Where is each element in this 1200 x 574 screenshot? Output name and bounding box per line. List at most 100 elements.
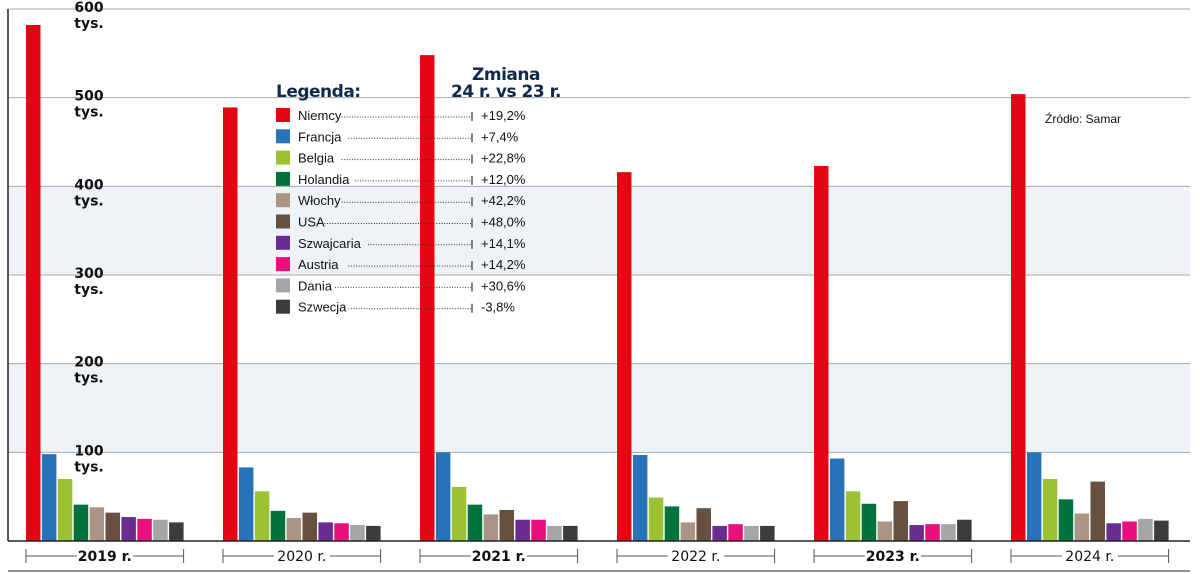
grid-band: [8, 363, 1190, 453]
legend-change: +12,0%: [481, 172, 526, 187]
bar-usa-5: [893, 501, 908, 541]
category-label: 2022 r.: [671, 549, 720, 565]
bar-francja-5: [829, 458, 845, 541]
bar-belgia-3: [451, 486, 467, 541]
bar-włochy-1: [89, 507, 105, 541]
y-tick-unit: tys.: [74, 193, 103, 209]
legend-swatch: [276, 299, 290, 314]
legend-change: -3,8%: [481, 300, 515, 315]
bar-dania-6: [1138, 518, 1153, 541]
bar-dania-2: [350, 525, 365, 541]
bar-szwajcaria-4: [712, 525, 727, 541]
legend-swatch: [276, 214, 290, 229]
bars: [26, 24, 1169, 542]
bar-francja-1: [41, 454, 57, 541]
y-tick-unit: tys.: [74, 16, 103, 32]
bar-niemcy-1: [26, 24, 41, 541]
bar-dania-1: [153, 519, 168, 541]
bar-dania-5: [941, 524, 956, 541]
bar-szwajcaria-3: [515, 519, 530, 541]
y-tick-unit: tys.: [74, 371, 103, 387]
bar-austria-6: [1122, 521, 1137, 541]
y-tick-unit: tys.: [74, 105, 103, 121]
bar-szwajcaria-1: [121, 517, 136, 541]
bar-niemcy-6: [1011, 94, 1026, 542]
bar-usa-1: [105, 512, 120, 541]
legend-swatch: [276, 171, 290, 186]
source-note: Źródło: Samar: [1045, 111, 1121, 126]
bar-włochy-6: [1074, 513, 1090, 541]
legend-label: Włochy: [298, 193, 341, 208]
category-labels: 2019 r. 2020 r. 2021 r. 2022 r. 2023 r. 2024 …: [25, 549, 1170, 565]
legend-change: +14,2%: [481, 257, 526, 272]
legend-swatch: [276, 150, 290, 165]
bar-szwecja-2: [366, 525, 381, 541]
bar-włochy-5: [877, 521, 893, 541]
category-label: 2020 r.: [277, 549, 326, 565]
legend-label: Holandia: [298, 172, 350, 187]
bar-holandia-6: [1058, 499, 1074, 541]
axes: [7, 9, 1190, 572]
bar-francja-6: [1026, 452, 1042, 541]
bar-francja-4: [632, 454, 648, 541]
bar-belgia-2: [254, 491, 270, 541]
bar-austria-5: [925, 524, 940, 541]
category-label: 2024 r.: [1065, 549, 1114, 565]
bar-włochy-4: [680, 522, 696, 541]
bar-austria-3: [531, 519, 546, 541]
legend-change: +19,2%: [481, 108, 526, 123]
change-title-line2: 24 r. vs 23 r.: [451, 82, 561, 102]
legend-change: +42,2%: [481, 193, 526, 208]
y-tick-unit: tys.: [74, 459, 103, 475]
bar-belgia-1: [57, 478, 73, 541]
legend-swatch: [276, 193, 290, 208]
legend-label: Austria: [298, 257, 339, 272]
bar-niemcy-4: [617, 172, 632, 541]
bar-belgia-6: [1042, 478, 1058, 541]
legend-swatch: [276, 235, 290, 250]
bar-niemcy-3: [420, 55, 435, 542]
legend-change: +30,6%: [481, 278, 526, 293]
y-tick-unit: tys.: [74, 282, 103, 298]
bar-austria-2: [334, 523, 349, 541]
bar-szwajcaria-2: [318, 522, 333, 541]
bar-szwecja-5: [957, 519, 972, 541]
legend-change: +22,8%: [481, 151, 526, 166]
bar-szwajcaria-5: [909, 525, 924, 541]
y-tick-value: 200: [74, 355, 103, 371]
legend-change: +14,1%: [481, 236, 526, 251]
legend-label: Szwecja: [298, 300, 347, 315]
legend-label: Dania: [298, 278, 333, 293]
y-tick-labels: 600tys.500tys.400tys.300tys.200tys.100ty…: [74, 0, 104, 475]
legend-swatch: [276, 278, 290, 293]
gridlines: [8, 8, 1190, 453]
legend-swatch: [276, 257, 290, 272]
legend-swatch: [276, 108, 290, 122]
bar-holandia-3: [467, 504, 483, 541]
bar-austria-1: [137, 518, 152, 541]
bar-szwecja-3: [563, 525, 578, 541]
bar-niemcy-5: [814, 165, 829, 541]
legend-title: Legenda:: [276, 82, 361, 102]
legend-swatch: [276, 129, 290, 144]
grid-bands: [8, 186, 1190, 453]
legend-label: Szwajcaria: [298, 236, 362, 251]
y-tick-value: 600: [74, 0, 103, 16]
category-label: 2023 r.: [866, 549, 920, 565]
legend-label: USA: [298, 215, 325, 230]
bar-włochy-2: [286, 517, 302, 541]
bar-francja-3: [435, 452, 451, 541]
bar-włochy-3: [483, 514, 499, 541]
category-label: 2021 r.: [472, 549, 526, 565]
legend-label: Belgia: [298, 151, 335, 166]
bar-holandia-1: [73, 504, 89, 541]
bar-szwajcaria-6: [1106, 523, 1121, 541]
grid-band: [8, 186, 1190, 275]
bar-szwecja-4: [760, 525, 775, 541]
bar-szwecja-1: [169, 522, 184, 541]
change-title-line1: Zmiana: [472, 65, 540, 85]
legend-label: Niemcy: [298, 108, 342, 123]
bar-holandia-2: [270, 510, 286, 541]
y-tick-value: 100: [74, 443, 103, 459]
